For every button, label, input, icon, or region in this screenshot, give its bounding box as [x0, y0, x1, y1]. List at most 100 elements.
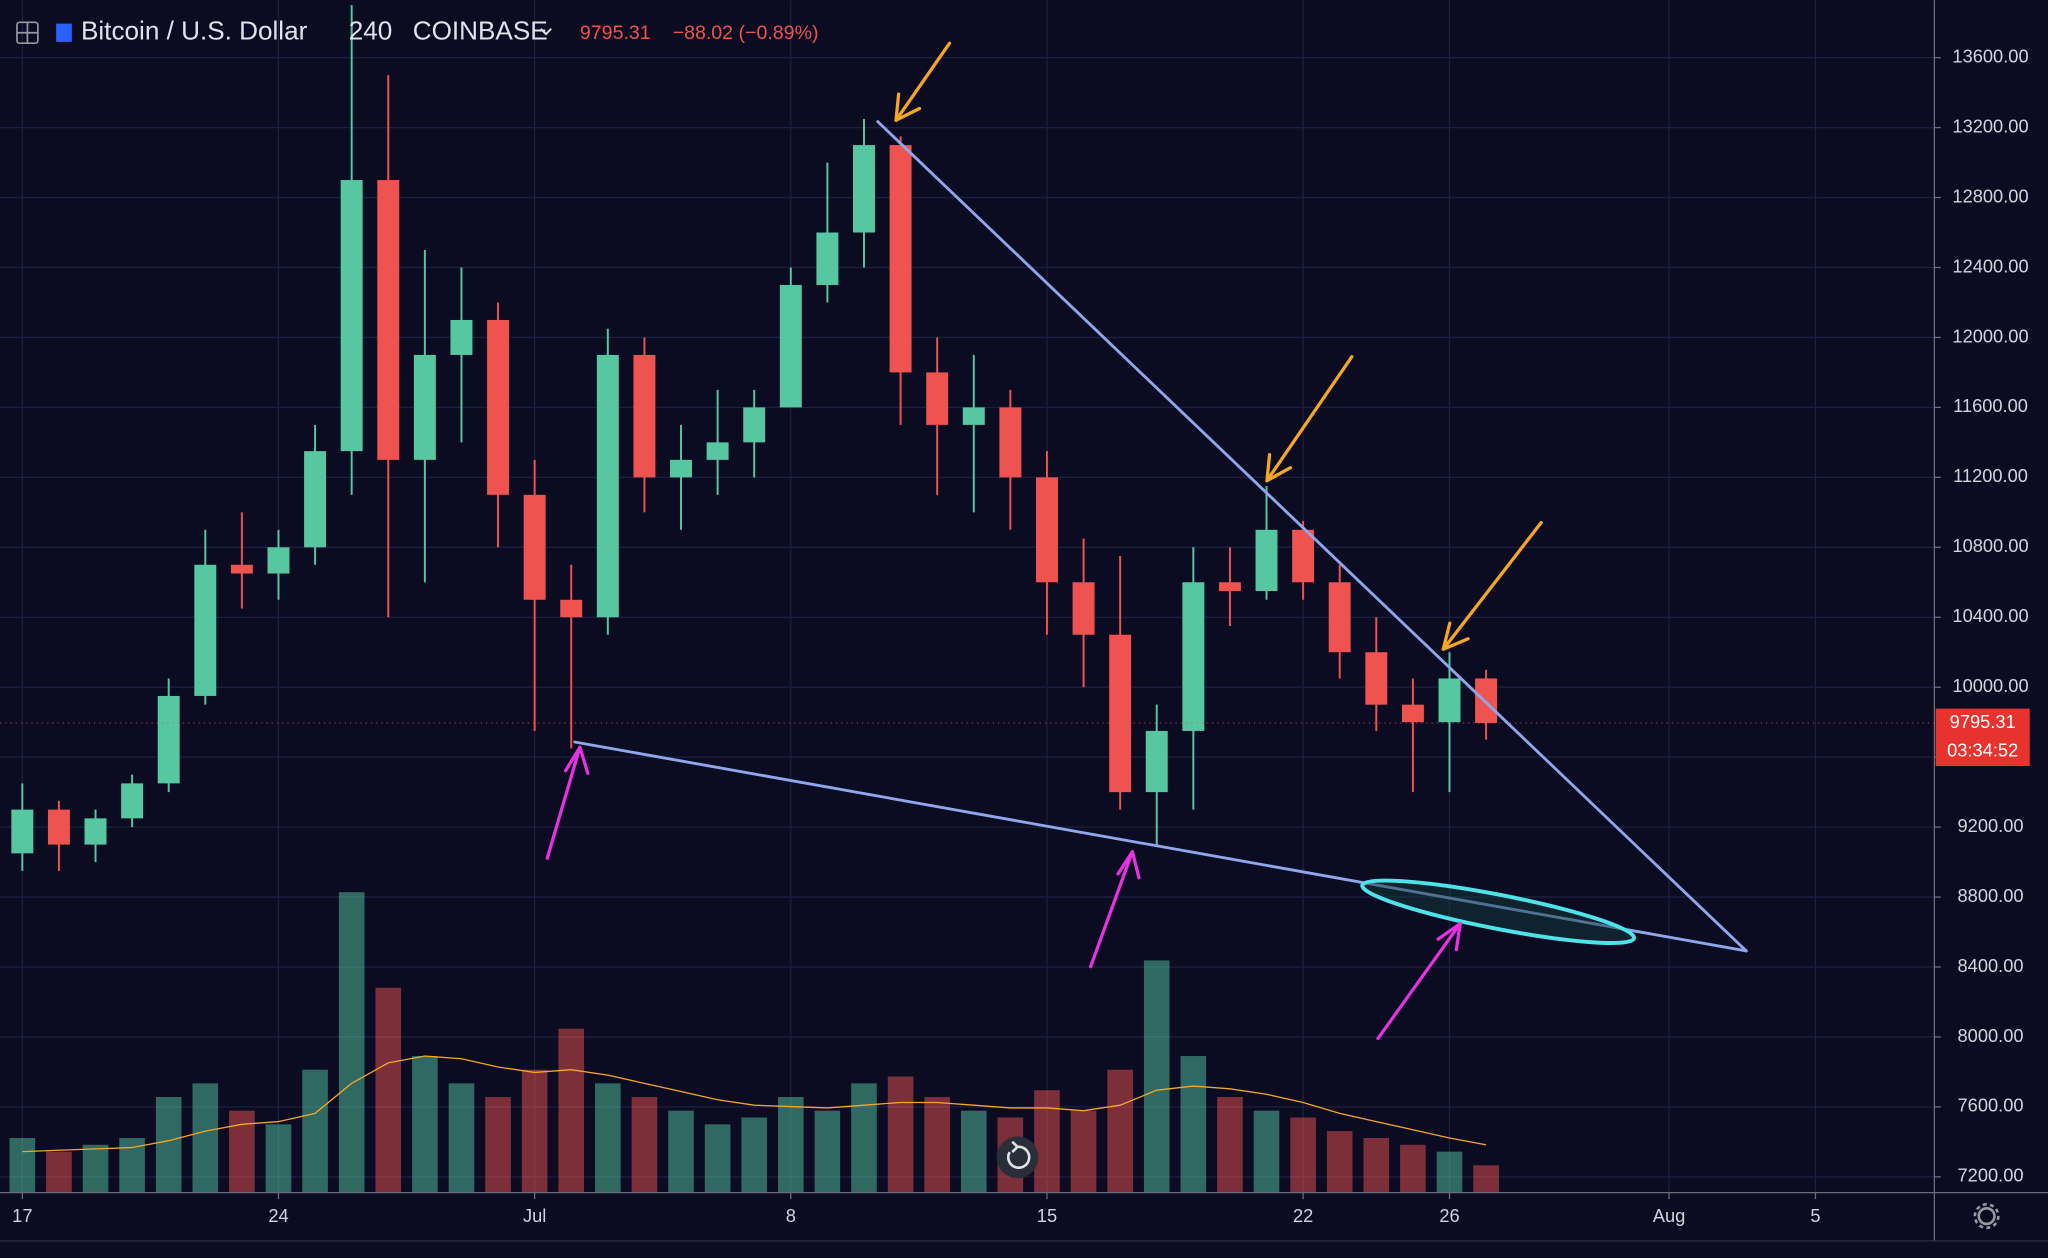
- volume-bar: [668, 1110, 694, 1193]
- candle-body: [157, 695, 180, 784]
- volume-bar: [375, 987, 402, 1193]
- y-tick-label: 10400.00: [1952, 605, 2028, 626]
- exchange[interactable]: COINBASE: [413, 16, 548, 46]
- volume-pane: [9, 892, 1499, 1193]
- volume-bar: [1436, 1151, 1463, 1193]
- candle-body: [633, 354, 656, 478]
- magenta-arrows: [545, 745, 1462, 1041]
- replay-icon: [1006, 1140, 1031, 1169]
- candle-body: [304, 451, 327, 548]
- candle-body: [523, 494, 546, 600]
- volume-bar: [1070, 1110, 1097, 1193]
- volume-ma-line: [22, 1055, 1487, 1153]
- volume-bar: [924, 1097, 950, 1193]
- price-tag-label: 9795.31: [1950, 711, 2016, 732]
- y-tick-label: 7600.00: [1958, 1095, 2024, 1116]
- symbol-title[interactable]: Bitcoin / U.S. Dollar: [81, 16, 308, 46]
- candle-body: [1109, 634, 1132, 793]
- volume-bar: [412, 1056, 438, 1193]
- volume-bar: [704, 1124, 731, 1193]
- x-tick-label: Jul: [523, 1205, 546, 1226]
- y-tick-label: 8000.00: [1958, 1025, 2024, 1046]
- last-price: 9795.31: [580, 22, 651, 44]
- interval[interactable]: 240: [349, 16, 393, 46]
- candle-body: [230, 564, 253, 574]
- volume-bar: [1290, 1117, 1316, 1193]
- axes: 7200.00 7600.00 8000.00 8400.00 8800.00 9200.…: [12, 45, 2028, 1226]
- candle-body: [450, 319, 473, 355]
- volume-bar: [595, 1083, 621, 1193]
- price-change: −88.02 (−0.89%): [673, 22, 819, 44]
- x-tick-label: 5: [1810, 1205, 1820, 1226]
- header: Bitcoin / U.S. Dollar 240 COINBASE 9795.…: [16, 16, 819, 46]
- volume-bar: [46, 1151, 72, 1193]
- volume-bar: [631, 1097, 658, 1193]
- candle-body: [194, 564, 217, 696]
- volume-bar: [851, 1083, 877, 1193]
- volume-bar: [338, 892, 365, 1193]
- volume-bar: [192, 1083, 219, 1193]
- candle-body: [413, 354, 436, 460]
- y-tick-label: 13600.00: [1952, 45, 2028, 66]
- volume-bar: [485, 1097, 511, 1193]
- volume-bar: [1180, 1056, 1207, 1193]
- y-tick-label: 11600.00: [1953, 395, 2028, 416]
- volume-bar: [1473, 1165, 1499, 1193]
- replay-button[interactable]: [996, 1136, 1039, 1179]
- candle-body: [487, 319, 510, 495]
- y-tick-label: 7200.00: [1958, 1165, 2024, 1186]
- orange-arrows: [894, 41, 1543, 651]
- candles: [11, 5, 1498, 871]
- trendline: [876, 120, 1748, 953]
- settings-icon: [1973, 1203, 2000, 1230]
- price-axis: [1934, 0, 2048, 1258]
- volume-bar: [1034, 1090, 1060, 1193]
- y-tick-label: 12000.00: [1952, 325, 2028, 346]
- candle-body: [1328, 582, 1351, 653]
- volume-bar: [960, 1110, 987, 1193]
- volume-bar: [887, 1076, 914, 1193]
- candle-body: [47, 809, 70, 845]
- candle-body: [926, 372, 949, 425]
- settings-icon[interactable]: [1977, 1206, 1996, 1226]
- volume-bar: [521, 1069, 548, 1193]
- candle-body: [779, 284, 802, 408]
- y-tick-label: 10800.00: [1952, 535, 2028, 556]
- x-tick-label: 15: [1037, 1205, 1057, 1226]
- x-tick-label: Aug: [1653, 1205, 1686, 1226]
- settings-button[interactable]: [1973, 1203, 2000, 1230]
- volume-bar: [302, 1069, 328, 1193]
- candle-body: [596, 354, 619, 618]
- volume-bar: [558, 1028, 585, 1193]
- volume-bar: [229, 1110, 255, 1193]
- volume-bar: [1363, 1137, 1390, 1193]
- volume-bar: [777, 1097, 804, 1193]
- volume-bar: [155, 1097, 182, 1193]
- replay-button[interactable]: [996, 1136, 1039, 1179]
- candle-body: [1292, 529, 1315, 583]
- candle-body: [816, 232, 839, 285]
- candle-body: [962, 407, 985, 425]
- candle-body: [1145, 730, 1168, 793]
- dropdown-icon[interactable]: [540, 28, 552, 36]
- volume-bar: [1143, 960, 1170, 1193]
- y-tick-label: 12800.00: [1952, 185, 2028, 206]
- candle-body: [1072, 582, 1095, 635]
- candle-body: [560, 599, 583, 618]
- price-tag-box: [1935, 708, 2030, 767]
- candle-body: [999, 407, 1022, 478]
- candle-body: [377, 180, 400, 460]
- y-tick-label: 8400.00: [1958, 955, 2024, 976]
- drawings: [545, 41, 1748, 1041]
- candle-body: [340, 180, 363, 452]
- candle-body: [1035, 477, 1058, 583]
- volume-bar: [9, 1137, 36, 1193]
- candle-body: [1218, 582, 1241, 592]
- y-tick-label: 9200.00: [1958, 815, 2024, 836]
- candle-body: [11, 809, 34, 854]
- x-tick-label: 24: [268, 1205, 288, 1226]
- volume-bar: [1326, 1131, 1353, 1193]
